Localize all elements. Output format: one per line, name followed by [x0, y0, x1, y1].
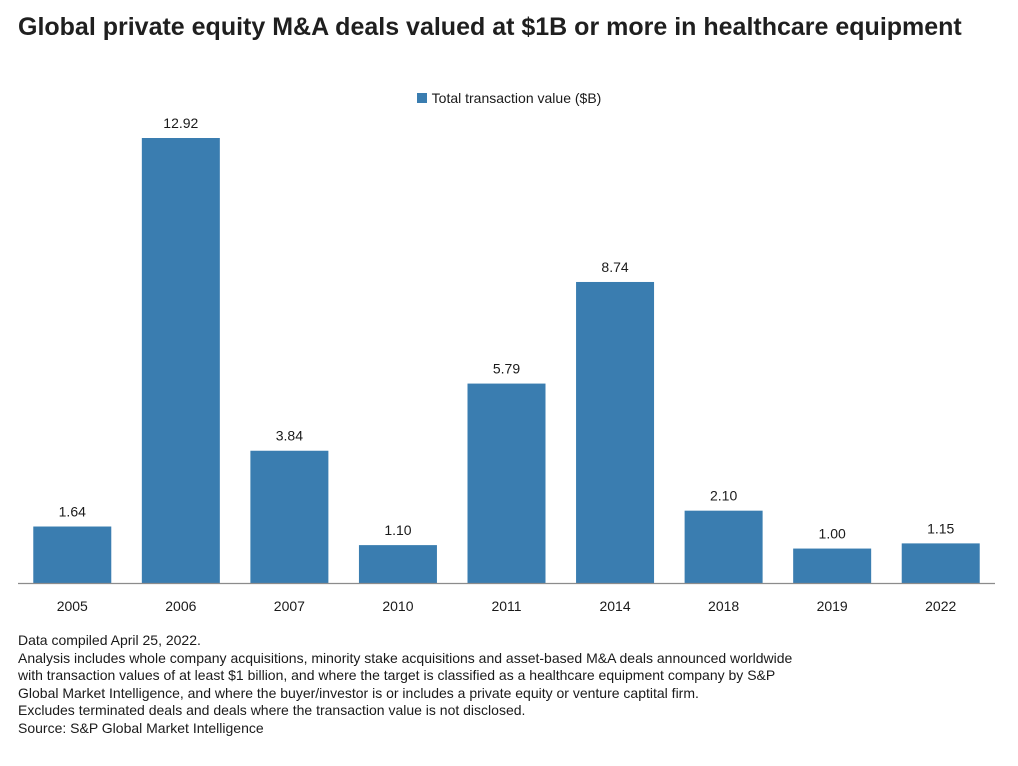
bar-chart: 1.64 12.92 3.84 1.10 5.79 8.74 2.10 1.00 1.15 20…: [18, 115, 995, 614]
data-label-2005: 1.64: [59, 504, 86, 520]
data-label-2018: 2.10: [710, 488, 737, 504]
chart-title: Global private equity M&A deals valued a…: [18, 13, 962, 41]
x-tick-label-2005: 2005: [57, 598, 88, 614]
data-label-2014: 8.74: [601, 259, 628, 275]
x-tick-label-2022: 2022: [925, 598, 956, 614]
note-source: Source: S&P Global Market Intelligence: [18, 719, 264, 736]
note-analysis-3: Global Market Intelligence, and where th…: [18, 684, 699, 701]
bars-group: 1.64 12.92 3.84 1.10 5.79 8.74 2.10 1.00 1.15: [33, 115, 980, 583]
bar-2006: [141, 138, 220, 583]
bar-2018: [684, 510, 763, 583]
x-tick-label-2018: 2018: [708, 598, 739, 614]
data-label-2007: 3.84: [276, 428, 303, 444]
x-tick-label-2006: 2006: [165, 598, 196, 614]
bar-2022: [901, 543, 980, 583]
note-exclusions: Excludes terminated deals and deals wher…: [18, 702, 526, 718]
note-analysis-2: with transaction values of at least $1 b…: [18, 667, 776, 683]
legend-label: Total transaction value ($B): [431, 90, 602, 106]
note-compiled: Data compiled April 25, 2022.: [18, 632, 201, 648]
bar-2005: [33, 526, 112, 583]
bar-2007: [250, 450, 329, 583]
x-tick-label-2007: 2007: [274, 598, 305, 614]
data-label-2006: 12.92: [163, 115, 198, 131]
data-label-2011: 5.79: [493, 361, 520, 377]
bar-2019: [793, 548, 872, 583]
bar-2014: [576, 281, 655, 583]
bar-2010: [358, 545, 437, 583]
data-label-2010: 1.10: [384, 522, 411, 538]
x-tick-label-2011: 2011: [491, 598, 521, 614]
footnotes: Data compiled April 25, 2022. Analysis i…: [18, 632, 1008, 737]
x-tick-labels: 2005 2006 2007 2010 2011 2014 2018 2019 2022: [57, 598, 957, 614]
data-label-2019: 1.00: [819, 526, 846, 542]
legend-swatch: [416, 93, 427, 103]
legend: Total transaction value ($B): [0, 90, 1018, 106]
x-tick-label-2014: 2014: [599, 598, 630, 614]
x-tick-label-2019: 2019: [817, 598, 848, 614]
x-tick-label-2010: 2010: [382, 598, 413, 614]
bar-2011: [467, 383, 546, 583]
data-label-2022: 1.15: [927, 520, 954, 536]
note-analysis-1: Analysis includes whole company acquisit…: [18, 649, 793, 666]
